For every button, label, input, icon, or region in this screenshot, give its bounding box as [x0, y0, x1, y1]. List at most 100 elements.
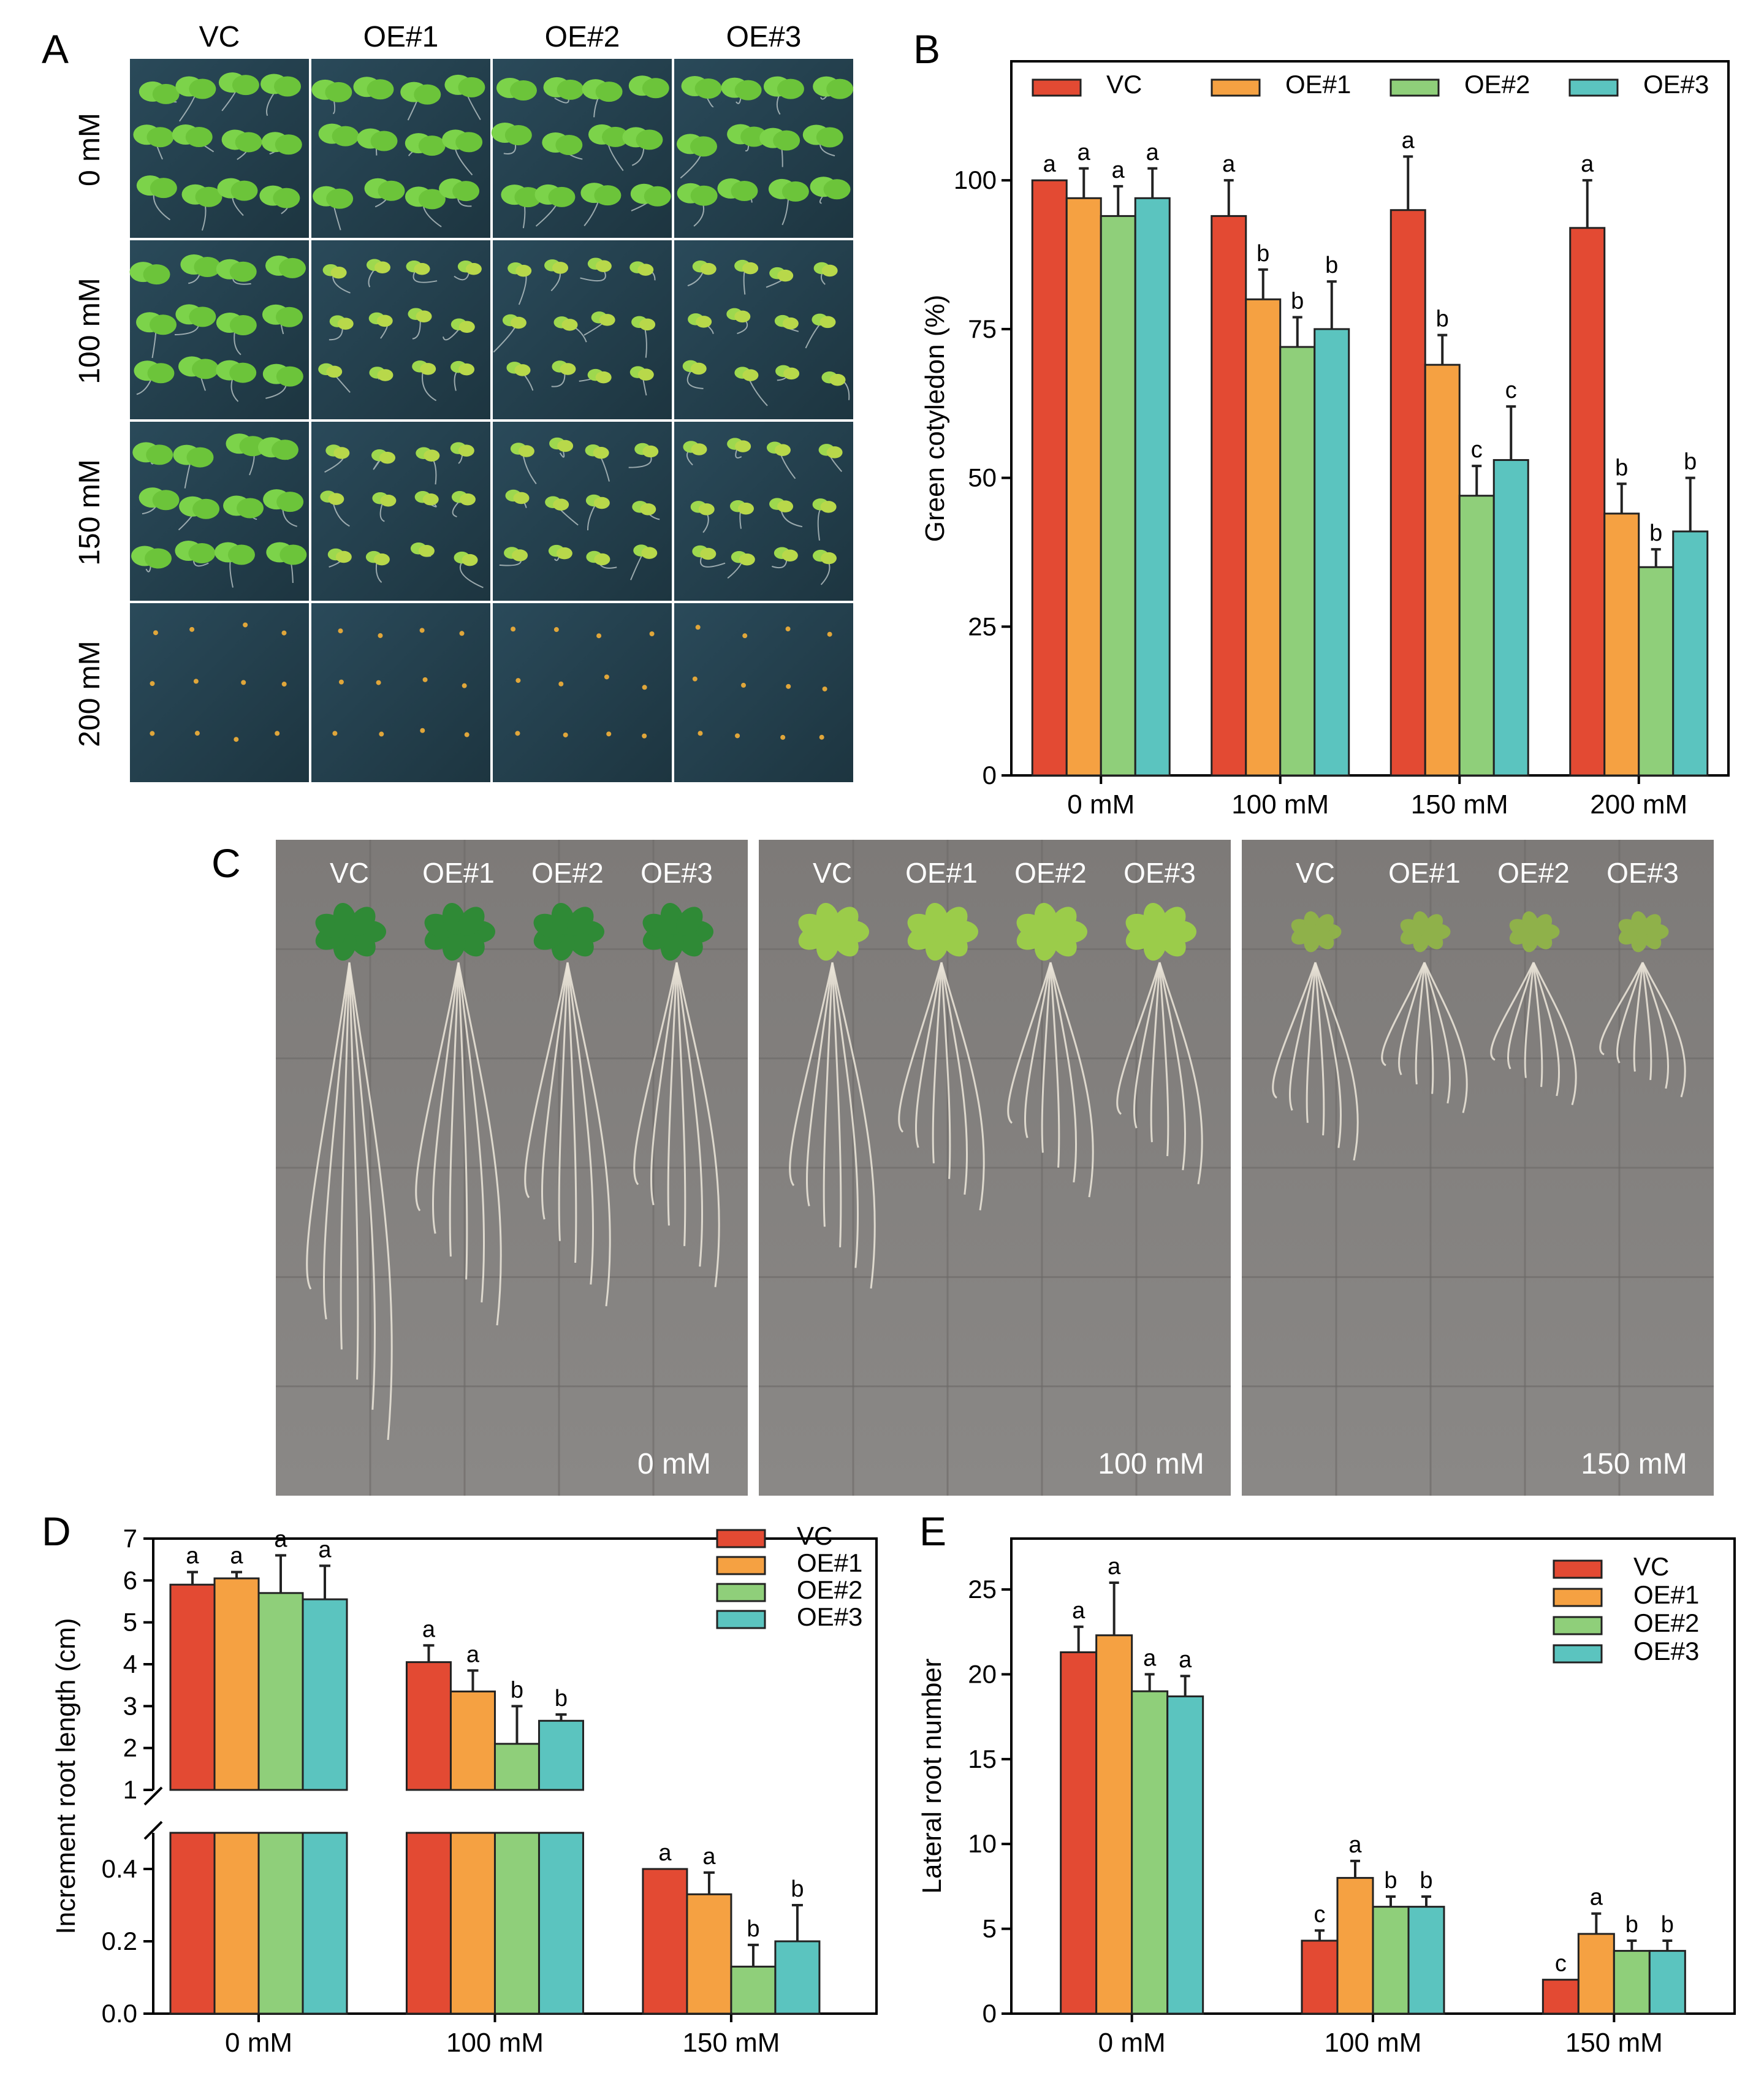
ungerminated-seed: [642, 685, 647, 690]
cotyledon: [227, 544, 255, 565]
y-tick-label: 75: [968, 314, 997, 343]
plate-cell: [674, 603, 853, 782]
ungerminated-seed: [376, 680, 381, 685]
y-tick-label: 0.4: [102, 1854, 137, 1883]
ungerminated-seed: [194, 731, 200, 736]
cotyledon: [145, 548, 172, 569]
legend-label: OE#3: [1643, 70, 1709, 99]
root: [650, 962, 678, 1206]
legend-label: OE#3: [797, 1602, 862, 1631]
root: [1532, 962, 1543, 1087]
cotyledon: [459, 493, 476, 506]
y-tick-label: 0: [983, 1999, 997, 2028]
ungerminated-seed: [515, 731, 520, 736]
legend-label: OE#1: [797, 1548, 862, 1577]
rosette-leaf: [832, 907, 859, 936]
root: [914, 962, 943, 1148]
cotyledon: [561, 319, 578, 331]
root: [831, 962, 859, 1268]
cotyledon: [373, 553, 390, 566]
y-tick-label: 4: [123, 1650, 137, 1678]
ungerminated-seed: [281, 682, 287, 687]
bar: [257, 1592, 304, 1791]
root: [940, 962, 968, 1195]
ungerminated-seed: [150, 731, 155, 736]
cotyledon: [229, 261, 257, 282]
cotyledon: [514, 364, 531, 376]
panel-label-a: A: [42, 26, 69, 72]
legend-swatch: [1032, 78, 1082, 97]
cotyledon: [826, 446, 843, 459]
ungerminated-seed: [332, 731, 338, 736]
cotyledon: [735, 440, 751, 452]
cotyledon: [229, 314, 257, 335]
cotyledon: [642, 445, 659, 458]
cotyledon: [734, 80, 762, 101]
ungerminated-seed: [422, 677, 428, 682]
significance-letter: b: [747, 1916, 759, 1942]
panel-label-d: D: [42, 1509, 71, 1554]
bar: [1245, 298, 1282, 777]
cotyledon: [195, 186, 222, 207]
cotyledon: [595, 371, 612, 384]
increment-root-length-chart: 1 2 3 4 5 6 7 0.0 0.2 0.4 Increment root length (c…: [51, 1521, 878, 2058]
rosette-leaf: [1315, 914, 1334, 935]
ungerminated-seed: [379, 731, 384, 737]
genotype-column-label: OE#1: [363, 21, 439, 53]
root: [1272, 962, 1317, 1099]
bar: [1569, 227, 1606, 777]
cotyledon: [458, 444, 474, 457]
significance-letter: b: [1684, 449, 1697, 475]
y-axis-label: Increment root length (cm): [51, 1618, 81, 1935]
significance-letter: c: [1471, 437, 1483, 463]
y-tick-label: 25: [968, 1575, 997, 1604]
cotyledon: [462, 554, 478, 566]
cotyledon: [560, 363, 576, 375]
cotyledon: [367, 79, 394, 100]
x-tick-label: 100 mM: [446, 2028, 544, 2058]
root: [1641, 962, 1652, 1081]
ungerminated-seed: [735, 733, 740, 739]
cotyledon: [458, 77, 485, 97]
condition-row-label: 150 mM: [74, 459, 106, 565]
cotyledon: [274, 76, 302, 97]
significance-letter: c: [1505, 378, 1517, 403]
cotyledon: [378, 180, 405, 201]
seedling-photo-grid: VC OE#1 OE#2 OE#3 0 mM 100 mM 150 mM 200 mM: [74, 21, 854, 782]
ungerminated-seed: [338, 628, 343, 634]
root: [823, 962, 834, 1227]
significance-letter: a: [274, 1526, 287, 1552]
bar: [1031, 179, 1068, 777]
root: [675, 962, 704, 1267]
ungerminated-seed: [150, 681, 155, 687]
rosette-leaf: [676, 907, 703, 936]
significance-letter: b: [1256, 241, 1269, 267]
legend-swatch: [716, 1610, 766, 1629]
bar: [302, 1832, 348, 2015]
y-tick-label: 25: [968, 612, 997, 641]
y-tick-label: 2: [123, 1734, 137, 1762]
significance-letter: a: [1072, 1598, 1085, 1624]
cotyledon: [330, 266, 347, 279]
y-tick-label: 1: [123, 1775, 137, 1804]
ungerminated-seed: [553, 627, 559, 633]
root: [1423, 962, 1468, 1113]
ungerminated-seed: [606, 731, 612, 737]
root: [1507, 962, 1535, 1070]
ungerminated-seed: [558, 681, 564, 687]
ungerminated-seed: [695, 625, 701, 630]
ungerminated-seed: [420, 728, 425, 733]
root: [675, 962, 686, 1246]
rosette-leaf: [1050, 907, 1077, 936]
root: [1599, 962, 1644, 1056]
cotyledon: [821, 264, 838, 277]
seedling-genotype-label: VC: [330, 857, 369, 889]
cotyledon: [512, 549, 528, 561]
significance-letter: b: [1384, 1868, 1397, 1893]
plot-frame: [1010, 60, 1730, 777]
genotype-column-label: OE#3: [726, 21, 802, 53]
legend-label: OE#1: [1633, 1580, 1699, 1609]
significance-letter: b: [1420, 1868, 1432, 1893]
cotyledon: [777, 500, 794, 512]
